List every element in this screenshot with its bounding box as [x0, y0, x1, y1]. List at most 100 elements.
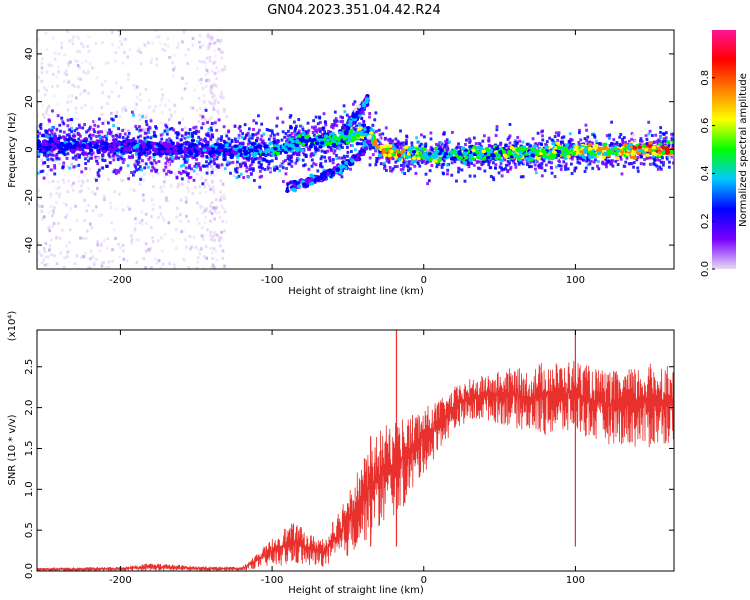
- band-cell: [93, 123, 97, 127]
- noise-dot: [208, 79, 211, 83]
- band-cell: [154, 125, 157, 129]
- band-cell: [76, 153, 80, 157]
- band-cell: [670, 132, 673, 136]
- band-cell: [183, 155, 187, 159]
- band-cell: [96, 124, 100, 128]
- band-core-cell: [491, 153, 496, 158]
- band-cell: [326, 145, 330, 149]
- band-cell: [442, 132, 446, 136]
- band-cell: [118, 135, 122, 139]
- band-core-cell: [396, 153, 402, 157]
- noise-dot: [155, 57, 159, 61]
- band-cell: [656, 158, 659, 162]
- band-cell: [318, 127, 321, 131]
- band-cell: [612, 138, 616, 142]
- band-cell: [533, 163, 537, 167]
- noise-dot: [219, 198, 222, 202]
- band-cell: [310, 125, 314, 129]
- band-cell: [388, 137, 392, 141]
- band-core-cell: [657, 150, 662, 155]
- band-cell: [41, 169, 45, 173]
- band-cell: [150, 169, 153, 173]
- band-cell: [512, 160, 516, 164]
- noise-dot: [160, 189, 164, 193]
- band-cell: [116, 157, 120, 161]
- band-core-cell: [264, 144, 269, 148]
- band-cell: [653, 140, 656, 144]
- noise-dot: [209, 205, 212, 209]
- band-cell: [537, 141, 541, 145]
- band-cell: [446, 172, 449, 176]
- band-cell: [55, 156, 59, 160]
- band-cell: [576, 160, 580, 164]
- band-cell: [312, 119, 316, 123]
- band-cell: [204, 139, 208, 143]
- band-cell: [619, 155, 622, 159]
- noise-dot: [65, 213, 69, 217]
- band-cell: [427, 179, 431, 183]
- band-cell: [339, 120, 343, 124]
- noise-dot: [169, 113, 173, 117]
- band-cell: [362, 119, 366, 123]
- noise-dot: [151, 174, 155, 178]
- noise-dot: [192, 159, 195, 163]
- band-core-cell: [295, 139, 300, 143]
- noise-dot: [209, 230, 213, 234]
- band-cell: [150, 162, 154, 166]
- noise-dot: [114, 236, 117, 240]
- band-cell: [273, 143, 277, 147]
- band-cell: [259, 163, 263, 167]
- noise-dot: [58, 192, 62, 196]
- band-cell: [340, 175, 344, 179]
- band-core-cell: [565, 151, 571, 156]
- band-cell: [405, 134, 408, 138]
- band-cell: [269, 134, 273, 138]
- band-cell: [294, 133, 297, 137]
- band-core-cell: [229, 153, 235, 158]
- band-cell: [242, 176, 246, 180]
- band-cell: [508, 141, 512, 145]
- noise-dot: [201, 226, 204, 230]
- noise-dot: [158, 205, 162, 209]
- noise-dot: [167, 221, 171, 225]
- band-cell: [43, 161, 47, 165]
- noise-dot: [87, 69, 90, 73]
- noise-dot: [163, 176, 167, 180]
- band-cell: [316, 122, 320, 126]
- band-core-cell: [157, 147, 162, 151]
- band-cell: [262, 142, 266, 146]
- band-cell: [668, 156, 672, 160]
- band-cell: [139, 128, 143, 132]
- band-cell: [379, 136, 383, 140]
- band-cell: [199, 168, 203, 172]
- noise-dot: [60, 45, 64, 49]
- band-cell: [201, 182, 205, 186]
- noise-dot: [104, 129, 108, 133]
- band-core-cell: [430, 154, 435, 159]
- noise-dot: [74, 96, 78, 100]
- band-core-cell: [574, 147, 579, 152]
- noise-dot: [220, 93, 224, 97]
- noise-dot: [40, 66, 44, 70]
- noise-dot: [184, 53, 187, 57]
- band-cell: [310, 152, 314, 156]
- noise-dot: [141, 198, 145, 202]
- band-cell: [360, 117, 364, 121]
- band-cell: [47, 118, 51, 122]
- band-cell: [401, 170, 404, 174]
- band-cell: [285, 167, 288, 171]
- band-core-cell: [437, 158, 442, 162]
- band-cell: [126, 135, 130, 139]
- noise-dot: [223, 264, 226, 268]
- noise-dot: [210, 164, 213, 168]
- band-cell: [664, 131, 668, 135]
- band-cell: [659, 167, 663, 171]
- band-cell: [558, 160, 561, 164]
- band-cell: [451, 130, 454, 134]
- band-cell: [502, 167, 506, 171]
- band-cell: [304, 130, 308, 134]
- band-core-cell: [202, 148, 207, 152]
- band-core-cell: [645, 153, 650, 157]
- noise-dot: [80, 106, 83, 110]
- noise-dot: [81, 179, 84, 183]
